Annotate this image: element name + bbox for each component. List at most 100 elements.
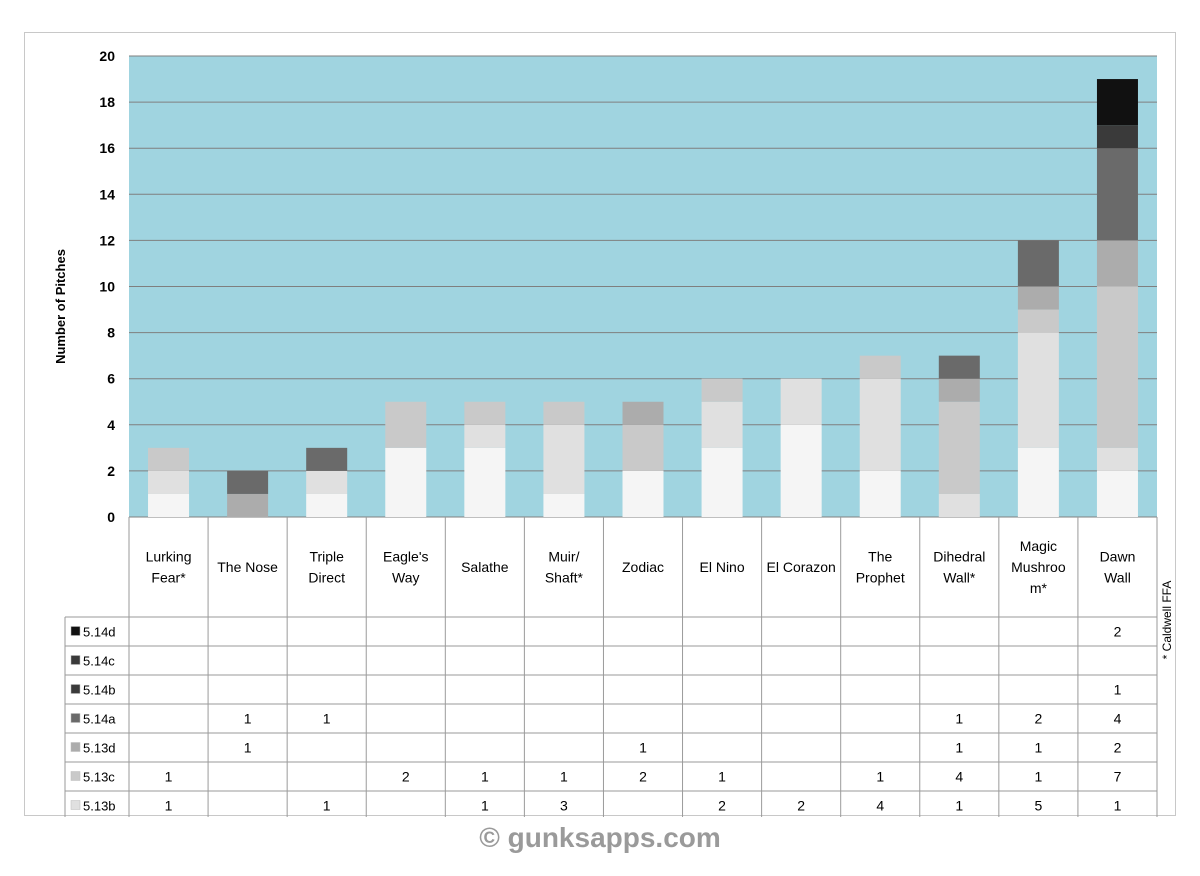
bar-segment <box>701 401 743 448</box>
bar-segment <box>148 447 190 471</box>
table-cell-value: 1 <box>481 798 489 814</box>
table-cell-value: 7 <box>1114 769 1122 785</box>
table-cell-value: 2 <box>402 769 410 785</box>
legend-label: 5.14c <box>83 654 115 669</box>
category-label: Lurking Fear* <box>146 549 192 586</box>
bar-segment <box>859 355 901 379</box>
table-cell-value: 4 <box>876 798 884 814</box>
y-axis-label: Number of Pitches <box>53 249 68 364</box>
y-tick-label: 12 <box>99 232 115 248</box>
y-tick-label: 6 <box>107 371 115 387</box>
bar-segment <box>701 378 743 402</box>
legend-label: 5.14a <box>83 712 116 727</box>
y-tick-label: 16 <box>99 140 115 156</box>
y-tick-label: 4 <box>107 417 115 433</box>
table-cell-value: 1 <box>1114 682 1122 698</box>
bar-segment <box>464 447 506 517</box>
bar-segment <box>1096 240 1138 287</box>
y-tick-label: 2 <box>107 463 115 479</box>
category-label: Triple Direct <box>308 549 345 586</box>
bar-segment <box>780 378 822 425</box>
category-label: El Corazon <box>767 559 836 575</box>
bar-segment <box>622 470 664 517</box>
category-label: Eagle's Way <box>383 549 428 586</box>
table-cell-value: 1 <box>955 711 963 727</box>
table-cell-value: 1 <box>481 769 489 785</box>
bar-segment <box>543 493 585 517</box>
y-tick-label: 18 <box>99 94 115 110</box>
category-label: Zodiac <box>622 559 664 575</box>
bar-segment <box>1017 286 1059 310</box>
bar-segment <box>543 401 585 425</box>
bar-segment <box>1017 447 1059 517</box>
legend-swatch <box>70 771 81 781</box>
bar-segment <box>148 470 190 494</box>
category-label: The Prophet <box>856 549 905 586</box>
table-cell-value: 1 <box>876 769 884 785</box>
bar-segment <box>1096 79 1138 126</box>
table-cell-value: 1 <box>165 798 173 814</box>
y-tick-label: 14 <box>99 186 115 202</box>
legend-label: 5.13d <box>83 741 116 756</box>
legend-swatch <box>70 626 81 636</box>
y-tick-label: 0 <box>107 509 115 525</box>
bar-segment <box>1096 447 1138 471</box>
category-label: Salathe <box>461 559 509 575</box>
table-cell-value: 1 <box>323 798 331 814</box>
table-cell-value: 1 <box>323 711 331 727</box>
category-label: The Nose <box>217 559 278 575</box>
table-cell-value: 2 <box>1114 740 1122 756</box>
category-label: Magic Mushroo m* <box>1011 538 1066 596</box>
bar-segment <box>227 470 269 494</box>
bar-segment <box>385 401 427 448</box>
y-tick-label: 20 <box>99 48 115 64</box>
bar-segment <box>622 401 664 425</box>
legend-label: 5.14b <box>83 683 116 698</box>
bar-segment <box>622 424 664 471</box>
table-cell-value: 2 <box>1114 624 1122 640</box>
bar-segment <box>464 424 506 448</box>
bar-segment <box>1017 240 1059 287</box>
bar-segment <box>1096 125 1138 149</box>
legend-label: 5.14d <box>83 625 116 640</box>
table-cell-value: 1 <box>165 769 173 785</box>
footnote: * Caldwell FFA <box>1160 581 1174 660</box>
bar-segment <box>938 355 980 379</box>
category-label: Dihedral Wall* <box>933 549 985 586</box>
bar-segment <box>543 424 585 494</box>
chart-frame: 0 2 4 6 8 10 12 14 16 18 20 Number of Pitches Lurkin… <box>24 32 1176 817</box>
legend-label: 5.13b <box>83 799 116 814</box>
bar-segment <box>1096 148 1138 241</box>
bar-segment <box>938 378 980 402</box>
bar-segment <box>1096 286 1138 448</box>
bar-segment <box>148 493 190 517</box>
bar-segment <box>1017 309 1059 333</box>
legend-label: 5.13c <box>83 770 115 785</box>
bar-segment <box>385 447 427 517</box>
table-cell-value: 1 <box>244 711 252 727</box>
bar-segment <box>938 493 980 517</box>
y-tick-label: 10 <box>99 279 115 295</box>
legend-swatch <box>70 655 81 665</box>
table-cell-value: 3 <box>560 798 568 814</box>
table-cell-value: 2 <box>718 798 726 814</box>
table-cell-value: 1 <box>560 769 568 785</box>
table-cell-value: 1 <box>1034 769 1042 785</box>
bar-segment <box>1017 332 1059 448</box>
table-cell-value: 2 <box>639 769 647 785</box>
table-cell-value: 1 <box>1034 740 1042 756</box>
table-cell-value: 1 <box>1114 798 1122 814</box>
legend-swatch <box>70 742 81 752</box>
bar-segment <box>780 424 822 517</box>
category-label: El Nino <box>700 559 745 575</box>
bar-segment <box>859 378 901 471</box>
bar-segment <box>1096 470 1138 517</box>
category-label: Muir/Shaft* <box>545 549 584 586</box>
table-cell-value: 4 <box>1114 711 1122 727</box>
table-cell-value: 1 <box>955 798 963 814</box>
table-cell-value: 1 <box>639 740 647 756</box>
y-tick-label: 8 <box>107 325 115 341</box>
table-cell-value: 1 <box>955 740 963 756</box>
table-cell-value: 2 <box>797 798 805 814</box>
